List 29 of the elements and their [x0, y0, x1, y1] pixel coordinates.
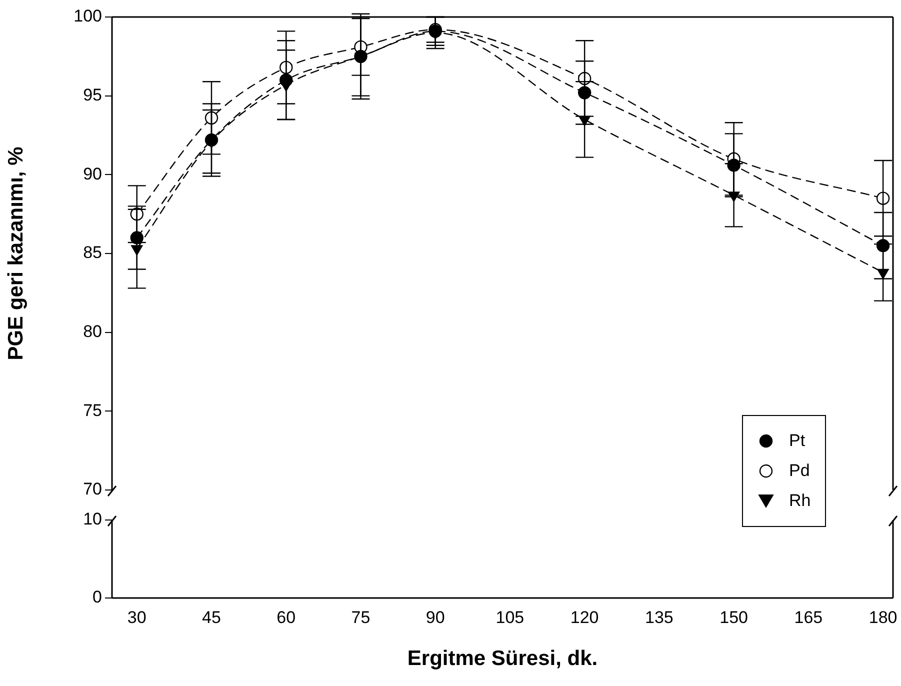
x-tick-label: 165	[794, 608, 823, 627]
x-tick-label: 180	[868, 608, 898, 627]
x-tick-label: 75	[351, 608, 370, 627]
x-tick-label: 90	[426, 608, 445, 627]
y-tick-label: 10	[83, 510, 102, 529]
y-tick-label: 95	[83, 86, 102, 105]
x-tick-label: 135	[645, 608, 674, 627]
y-tick-label: 85	[83, 243, 102, 262]
x-tick-label: 120	[570, 608, 599, 627]
legend-label: Rh	[789, 491, 811, 511]
x-tick-label: 45	[202, 608, 221, 627]
x-axis-title: Ergitme Süresi, dk.	[407, 647, 598, 670]
y-tick-label: 0	[92, 588, 102, 607]
point	[204, 133, 218, 147]
point	[280, 73, 293, 87]
x-tick-label: 105	[496, 608, 524, 627]
legend-label: Pd	[789, 461, 810, 481]
point	[578, 86, 592, 100]
x-tick-label: 60	[276, 608, 296, 627]
point	[131, 245, 143, 256]
y-tick-label: 75	[83, 400, 102, 420]
y-axis-title: PGE geri kazanımı, %	[4, 146, 28, 360]
x-tick-label: 30	[127, 608, 146, 627]
y-tick-label: 90	[83, 164, 102, 184]
y-tick-label: 70	[83, 480, 102, 499]
y-tick-label: 100	[74, 6, 102, 26]
x-tick-label: 150	[720, 608, 748, 627]
y-tick-label: 80	[83, 322, 102, 342]
legend-label: Pt	[789, 431, 806, 451]
